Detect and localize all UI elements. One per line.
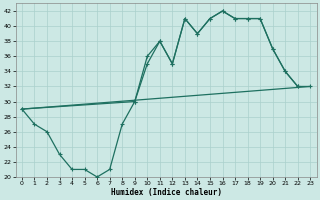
X-axis label: Humidex (Indice chaleur): Humidex (Indice chaleur): [111, 188, 221, 197]
